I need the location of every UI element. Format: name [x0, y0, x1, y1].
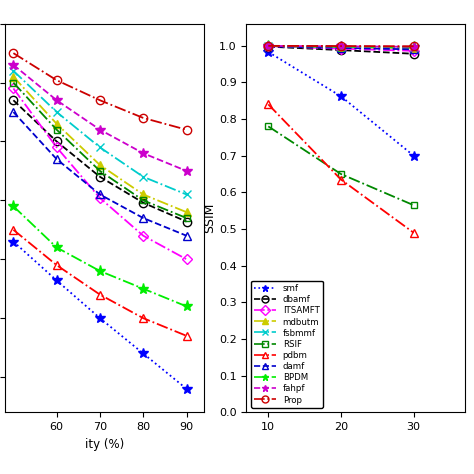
- Y-axis label: SSIM: SSIM: [203, 203, 216, 233]
- Legend: smf, dbamf, ITSAMFT, mdbutm, fsbmmf, RSIF, pdbm, damf, BPDM, fahpf, Prop: smf, dbamf, ITSAMFT, mdbutm, fsbmmf, RSI…: [251, 281, 323, 408]
- X-axis label: ity (%): ity (%): [85, 438, 124, 451]
